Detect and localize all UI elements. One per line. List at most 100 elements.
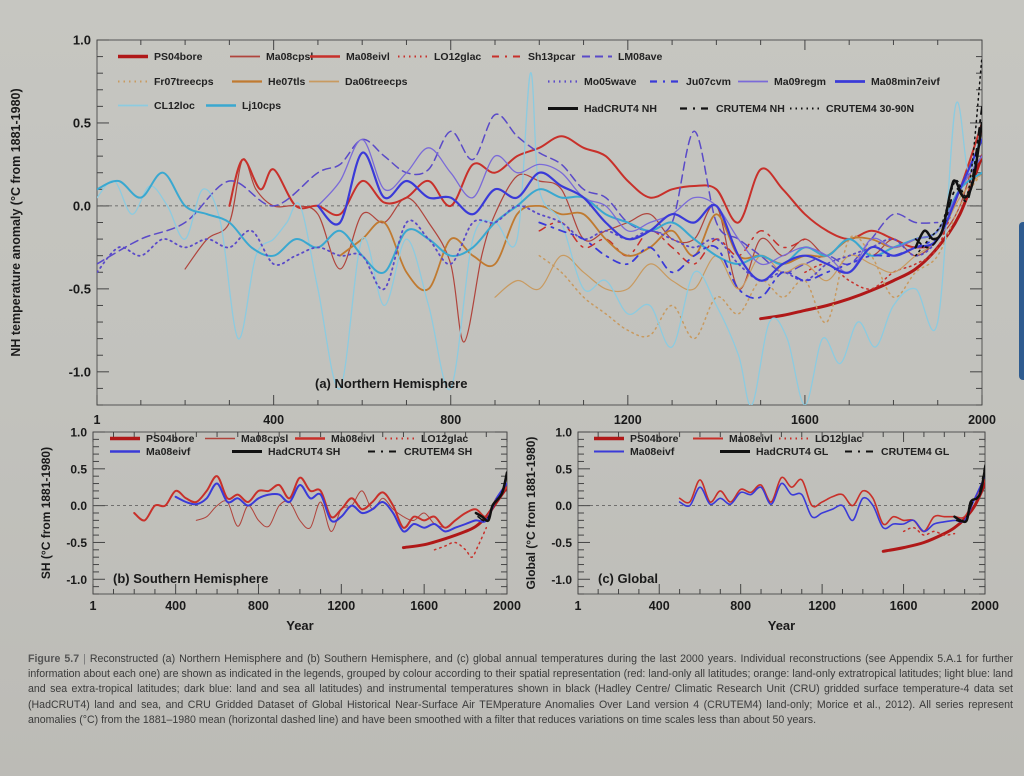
series-line-crutem4-sh	[477, 475, 507, 522]
series-line-ma08eivl	[133, 475, 507, 529]
page-edge-tab	[1019, 222, 1024, 380]
panel-global: 1.0 0.5 0.0 -0.5 -1.01 400 800 1200 1600 2000 Glob…	[524, 426, 999, 634]
legend-label: PS04bore	[630, 433, 679, 445]
y-tick-label: -0.5	[551, 536, 572, 550]
legend-label: LO12glac	[815, 433, 862, 445]
x-tick-label: 1600	[410, 599, 438, 613]
series-line-lm08ave	[97, 113, 939, 274]
y-tick-label: 0.5	[73, 115, 91, 130]
legend-label: Ma08cpsl	[266, 51, 313, 63]
series-line-ps04bore	[881, 482, 985, 553]
legend-label: PS04bore	[146, 433, 195, 445]
series-line-ma08cpsl	[195, 490, 446, 532]
series-line-cl12loc	[97, 72, 982, 405]
legend-label: He07tls	[268, 76, 306, 88]
y-tick-label: 0.0	[70, 499, 87, 513]
legend-label: CRUTEM4 30-90N	[826, 103, 914, 115]
panel-title: (a) Northern Hemisphere	[315, 376, 467, 391]
legend-label: CRUTEM4 SH	[404, 446, 472, 458]
series-line-ma09regm	[317, 138, 982, 274]
series-line-ma08min7eivf	[316, 138, 982, 282]
x-tick-label: 400	[263, 413, 284, 427]
y-tick-label: 0.0	[73, 198, 91, 213]
y-tick-label: 1.0	[70, 426, 87, 440]
legend-label: Ma08cpsl	[241, 433, 288, 445]
x-tick-label: 800	[440, 413, 461, 427]
series-line-crutem4-30-90n	[914, 55, 982, 257]
x-tick-label: 1200	[327, 599, 355, 613]
series-group	[97, 55, 982, 405]
panel-northern-hemisphere: 1.0 0.5 0.0 -0.5 -1.0 1 400 800 1200 1600 2000 NH t…	[9, 33, 996, 428]
y-tick-label: 1.0	[555, 426, 572, 440]
series-group	[133, 471, 507, 558]
series-line-ma08cpsl	[184, 130, 982, 343]
legend-label: Ma08eivl	[346, 51, 390, 63]
series-line-lo12glac	[433, 526, 488, 558]
series-line-ps04bore	[401, 485, 507, 550]
series-line-lj10cps	[97, 171, 982, 275]
x-tick-label: 800	[730, 599, 751, 613]
y-axis-label: Global (°C from 1881-1980)	[524, 437, 538, 590]
series-line-ma08eivl	[678, 476, 985, 533]
legend-label: HadCRUT4 NH	[584, 103, 657, 115]
legend: PS04bore Ma08cpsl Ma08eivl LO12glac Ma08eivf…	[110, 433, 472, 458]
legend-label: HadCRUT4 GL	[756, 446, 829, 458]
x-tick-label: 2000	[493, 599, 521, 613]
panel-title: (c) Global	[598, 571, 658, 586]
legend-label: Da06treecps	[345, 76, 408, 88]
y-tick-label: -1.0	[551, 573, 572, 587]
series-line-ma08eivl	[228, 122, 982, 249]
legend-label: Ma08eivl	[729, 433, 773, 445]
series-line-ma08eivf	[174, 482, 507, 533]
series-line-ma08eivf	[678, 475, 985, 533]
series-group	[678, 464, 985, 553]
legend-label: Ma08eivl	[331, 433, 375, 445]
x-tick-label: 400	[649, 599, 670, 613]
legend-label: Ju07cvm	[686, 76, 731, 88]
y-tick-label: -1.0	[66, 573, 87, 587]
y-tick-label: 0.5	[555, 462, 572, 476]
legend-label: Mo05wave	[584, 76, 637, 88]
caption-separator: |	[83, 653, 86, 665]
legend-label: Fr07treecps	[154, 76, 214, 88]
y-axis-label: SH (°C from 1881-1980)	[39, 447, 53, 579]
figure-number: Figure 5.7	[28, 653, 80, 665]
x-tick-label: 1600	[890, 599, 918, 613]
legend-label: LO12glac	[421, 433, 468, 445]
y-tick-label: 0.5	[70, 462, 87, 476]
legend-label: HadCRUT4 SH	[268, 446, 340, 458]
x-tick-label: 800	[248, 599, 269, 613]
legend-label: CRUTEM4 NH	[716, 103, 785, 115]
legend-label: Sh13pcar	[528, 51, 575, 63]
legend: PS04bore Ma08cpsl Ma08eivl LO12glac Sh13pcar…	[118, 51, 940, 115]
series-line-sh13pcar	[538, 221, 806, 265]
series-line-lo12glac	[902, 526, 956, 536]
legend-label: Ma08min7eivf	[871, 76, 940, 88]
y-tick-label: -0.5	[66, 536, 87, 550]
x-axis-label: Year	[768, 618, 795, 633]
x-tick-label: 1600	[791, 413, 819, 427]
legend-label: PS04bore	[154, 51, 203, 63]
series-line-hadcrut4-gl	[953, 467, 985, 524]
x-tick-label: 400	[165, 599, 186, 613]
y-tick-label: -1.0	[69, 364, 91, 379]
y-tick-label: 1.0	[73, 33, 91, 48]
legend-label: Ma08eivf	[146, 446, 191, 458]
series-line-he07tls	[339, 155, 982, 292]
y-tick-label: 0.0	[555, 499, 572, 513]
series-line-crutem4-nh	[914, 105, 982, 249]
legend-label: Lj10cps	[242, 100, 281, 112]
panel-title: (b) Southern Hemisphere	[113, 571, 268, 586]
legend-label: CL12loc	[154, 100, 195, 112]
figure-caption: Figure 5.7 | Reconstructed (a) Northern He…	[28, 652, 1013, 728]
legend-label: LM08ave	[618, 51, 663, 63]
x-tick-label: 2000	[968, 413, 996, 427]
series-line-mo05wave	[97, 155, 982, 291]
series-line-crutem4-gl	[955, 464, 985, 523]
x-axis-label: Year	[286, 618, 313, 633]
series-line-ps04bore	[759, 154, 982, 321]
legend: PS04bore Ma08eivl LO12glac Ma08eivf HadCRUT4…	[594, 433, 950, 458]
y-tick-label: -0.5	[69, 281, 91, 296]
series-line-da06treecps	[494, 172, 982, 298]
